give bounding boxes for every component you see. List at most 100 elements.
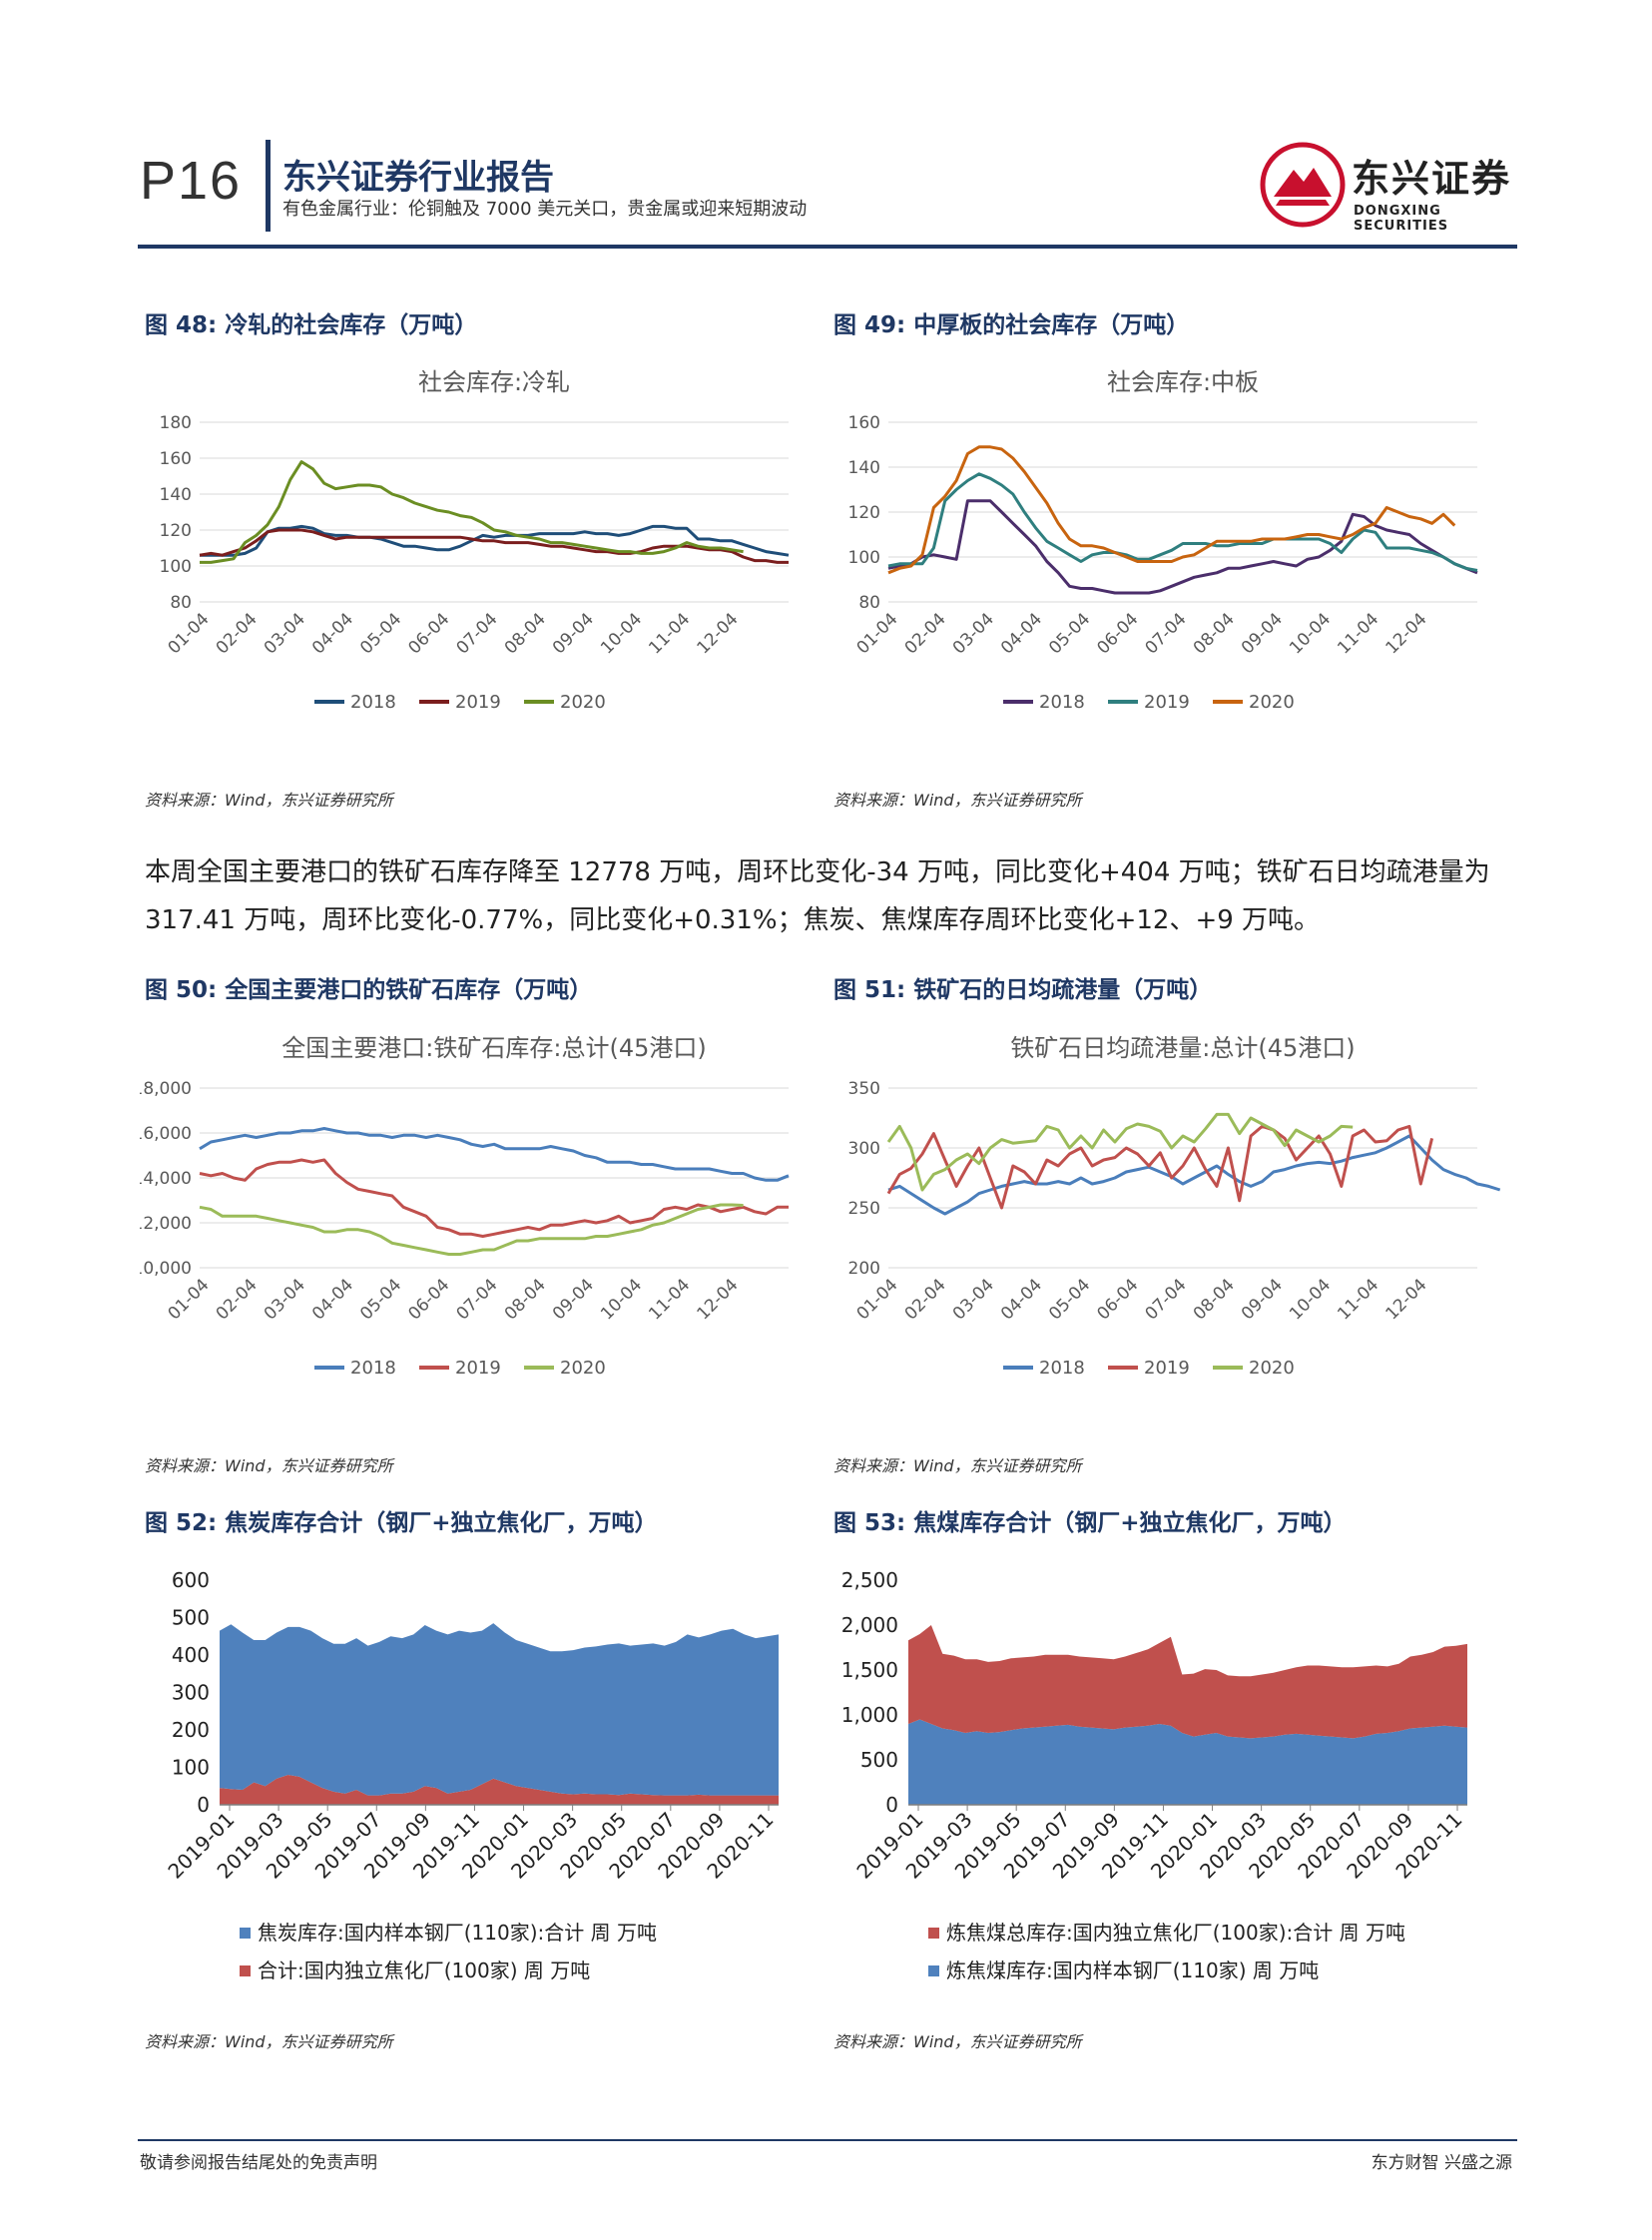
figure-49-title: 图 49: 中厚板的社会库存（万吨） — [833, 312, 1190, 338]
x-tick-label: 04-04 — [308, 609, 357, 658]
x-tick-label: 01-04 — [164, 1275, 213, 1324]
legend-label: 2018 — [1039, 692, 1085, 713]
x-tick-label: 09-04 — [549, 609, 598, 658]
figure-50-source: 资料来源：Wind，东兴证券研究所 — [145, 1456, 393, 1475]
y-tick-label: 100 — [160, 557, 192, 577]
y-tick-label: 250 — [848, 1199, 880, 1219]
legend-label: 焦炭库存:国内样本钢厂(110家):合计 周 万吨 — [258, 1921, 657, 1945]
chart-fig52: 01002003004005006002019-012019-032019-05… — [163, 1568, 779, 1982]
y-tick-label: 120 — [848, 503, 880, 523]
y-tick-label: 600 — [172, 1568, 210, 1592]
logo-text-en: DONGXING SECURITIES — [1354, 204, 1449, 234]
x-tick-label: 05-04 — [1045, 1275, 1094, 1324]
series-line-2018 — [887, 499, 1478, 595]
x-tick-label: 06-04 — [404, 609, 453, 658]
x-tick-label: 09-04 — [1238, 1275, 1287, 1324]
x-tick-label: 02-04 — [213, 609, 262, 658]
report-title: 东兴证券行业报告 — [282, 158, 554, 198]
x-tick-label: 06-04 — [1093, 1275, 1142, 1324]
y-tick-label: 140 — [848, 458, 880, 478]
legend-label: 合计:国内独立焦化厂(100家) 周 万吨 — [258, 1959, 590, 1982]
y-tick-label: 12,000 — [140, 1214, 192, 1234]
page-number: P16 — [140, 151, 243, 211]
x-tick-label: 12-04 — [693, 609, 742, 658]
x-tick-label: 07-04 — [1142, 1275, 1191, 1324]
legend-label: 2020 — [1249, 1358, 1295, 1379]
x-tick-label: 04-04 — [997, 609, 1046, 658]
x-tick-label: 02-04 — [213, 1275, 262, 1324]
legend-swatch — [928, 1928, 939, 1939]
series-line-2018 — [199, 1127, 790, 1182]
x-tick-label: 02-04 — [901, 609, 950, 658]
y-tick-label: 2,000 — [841, 1613, 898, 1637]
x-tick-label: 06-04 — [404, 1275, 453, 1324]
figure-48-title: 图 48: 冷轧的社会库存（万吨） — [145, 312, 478, 338]
x-tick-label: 12-04 — [693, 1275, 742, 1324]
chart-title: 社会库存:中板 — [1107, 368, 1259, 396]
y-tick-label: 80 — [170, 593, 192, 613]
figure-52-title: 图 52: 焦炭库存合计（钢厂+独立焦化厂，万吨） — [145, 1510, 658, 1536]
legend-label: 2020 — [560, 692, 606, 713]
footer-disclaimer: 敬请参阅报告结尾处的免责声明 — [140, 2153, 377, 2173]
chart-fig49: 社会库存:中板 80 100 120 140 160 01-04 02-04 03-04 04-0… — [848, 368, 1478, 713]
chart-title: 社会库存:冷轧 — [418, 368, 570, 396]
series-line-2018 — [200, 524, 790, 557]
footer-slogan: 东方财智 兴盛之源 — [1371, 2153, 1512, 2173]
y-tick-label: 160 — [160, 449, 192, 469]
legend-label: 炼焦煤库存:国内样本钢厂(110家) 周 万吨 — [946, 1959, 1319, 1982]
logo-emblem-icon — [1260, 142, 1346, 228]
area-series-1 — [220, 1775, 779, 1805]
x-tick-label: 09-04 — [1238, 609, 1287, 658]
x-tick-label: 01-04 — [164, 609, 213, 658]
x-tick-label: 01-04 — [852, 609, 901, 658]
legend-swatch — [240, 1965, 251, 1976]
y-tick-label: 2,500 — [841, 1568, 898, 1592]
x-tick-label: 12-04 — [1381, 1275, 1430, 1324]
legend-label: 炼焦煤总库存:国内独立焦化厂(100家):合计 周 万吨 — [946, 1921, 1405, 1945]
series-line-2019 — [886, 1124, 1434, 1210]
logo-text-cn: 东兴证券 — [1352, 157, 1512, 201]
figure-53-title: 图 53: 焦煤库存合计（钢厂+独立焦化厂，万吨） — [833, 1510, 1347, 1536]
y-tick-label: 140 — [160, 485, 192, 505]
x-tick-label: 11-04 — [1334, 1275, 1382, 1324]
footer-rule — [138, 2139, 1517, 2141]
y-tick-label: 180 — [160, 413, 192, 433]
chart-fig53: 05001,0001,5002,0002,5002019-012019-0320… — [841, 1568, 1467, 1982]
figure-53-source: 资料来源：Wind，东兴证券研究所 — [833, 2032, 1082, 2051]
series-line-2019 — [887, 472, 1478, 572]
series-line-2020 — [886, 1112, 1354, 1192]
chart-title: 铁矿石日均疏港量:总计(45港口) — [1010, 1034, 1355, 1062]
y-tick-label: 10,000 — [140, 1259, 192, 1279]
x-tick-label: 02-04 — [901, 1275, 950, 1324]
y-tick-label: 16,000 — [140, 1124, 192, 1144]
x-tick-label: 05-04 — [356, 1275, 405, 1324]
company-logo: 东兴证券 DONGXING SECURITIES — [1260, 140, 1519, 234]
legend-label: 2018 — [1039, 1358, 1085, 1379]
x-tick-label: 07-04 — [453, 1275, 502, 1324]
figure-49-source: 资料来源：Wind，东兴证券研究所 — [833, 791, 1082, 810]
chart-fig50: 全国主要港口:铁矿石库存:总计(45港口) 10,000 12,000 14,000 1… — [140, 1034, 790, 1379]
x-tick-label: 11-04 — [645, 609, 694, 658]
legend-label: 2020 — [560, 1358, 606, 1379]
x-tick-label: 10-04 — [1286, 1275, 1335, 1324]
legend-swatch — [240, 1928, 251, 1939]
legend-label: 2020 — [1249, 692, 1295, 713]
y-tick-label: 400 — [172, 1643, 210, 1667]
x-tick-label: 03-04 — [949, 1275, 998, 1324]
x-tick-label: 07-04 — [1142, 609, 1191, 658]
area-series-1 — [908, 1625, 1467, 1739]
x-tick-label: 04-04 — [308, 1275, 357, 1324]
x-tick-label: 04-04 — [997, 1275, 1046, 1324]
legend-label: 2019 — [1144, 692, 1190, 713]
header-divider — [266, 140, 271, 232]
chart-title: 全国主要港口:铁矿石库存:总计(45港口) — [281, 1034, 706, 1062]
x-tick-label: 11-04 — [1334, 609, 1382, 658]
x-tick-label: 10-04 — [1286, 609, 1335, 658]
figure-52-source: 资料来源：Wind，东兴证券研究所 — [145, 2032, 393, 2051]
figure-51-source: 资料来源：Wind，东兴证券研究所 — [833, 1456, 1082, 1475]
x-tick-label: 03-04 — [261, 609, 309, 658]
series-line-2020 — [200, 460, 744, 564]
x-tick-label: 12-04 — [1381, 609, 1430, 658]
